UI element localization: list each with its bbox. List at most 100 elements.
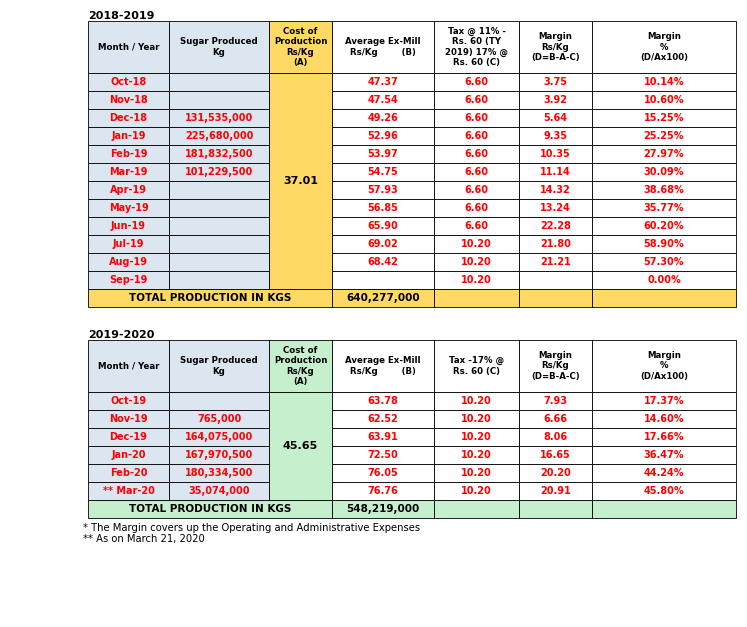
Text: 68.42: 68.42 (368, 257, 398, 267)
Bar (592, 428, 736, 446)
Bar (332, 446, 434, 464)
Text: 765,000: 765,000 (197, 414, 241, 424)
Bar (88, 289, 332, 307)
Text: Month / Year: Month / Year (98, 362, 159, 371)
Text: Tax @ 11% -
Rs. 60 (TY
2019) 17% @
Rs. 60 (C): Tax @ 11% - Rs. 60 (TY 2019) 17% @ Rs. 6… (445, 27, 508, 67)
Text: 10.20: 10.20 (461, 432, 492, 442)
Text: 47.54: 47.54 (368, 95, 398, 105)
Bar (519, 235, 592, 253)
Text: 27.97%: 27.97% (644, 149, 684, 159)
Bar (519, 253, 592, 271)
Bar (434, 217, 519, 235)
Bar (169, 199, 269, 217)
Bar (88, 109, 169, 127)
Bar (332, 482, 434, 500)
Text: 17.37%: 17.37% (644, 396, 684, 406)
Text: 22.28: 22.28 (540, 221, 571, 231)
Text: 10.20: 10.20 (461, 396, 492, 406)
Bar (332, 217, 434, 235)
Bar (332, 392, 434, 410)
Bar (169, 21, 269, 73)
Bar (519, 271, 592, 289)
Bar (434, 410, 519, 428)
Bar (519, 127, 592, 145)
Bar (88, 163, 169, 181)
Bar (88, 73, 169, 91)
Text: Aug-19: Aug-19 (109, 257, 148, 267)
Bar (88, 392, 169, 410)
Bar (332, 289, 434, 307)
Text: 164,075,000: 164,075,000 (185, 432, 253, 442)
Text: 25.25%: 25.25% (644, 131, 684, 141)
Text: Margin
Rs/Kg
(D=B-A-C): Margin Rs/Kg (D=B-A-C) (531, 351, 580, 381)
Bar (88, 446, 169, 464)
Text: Cost of
Production
Rs/Kg
(A): Cost of Production Rs/Kg (A) (274, 346, 327, 386)
Text: 76.05: 76.05 (368, 468, 398, 478)
Text: 72.50: 72.50 (368, 450, 398, 460)
Text: 76.76: 76.76 (368, 486, 398, 496)
Text: 30.09%: 30.09% (644, 167, 684, 177)
Bar (519, 163, 592, 181)
Bar (332, 145, 434, 163)
Bar (592, 21, 736, 73)
Bar (592, 392, 736, 410)
Text: 6.60: 6.60 (465, 149, 489, 159)
Text: 10.20: 10.20 (461, 486, 492, 496)
Bar (434, 340, 519, 392)
Text: Margin
Rs/Kg
(D=B-A-C): Margin Rs/Kg (D=B-A-C) (531, 32, 580, 62)
Text: Jan-19: Jan-19 (111, 131, 146, 141)
Text: 37.01: 37.01 (283, 176, 318, 186)
Bar (88, 91, 169, 109)
Bar (519, 410, 592, 428)
Text: 6.60: 6.60 (465, 131, 489, 141)
Bar (169, 253, 269, 271)
Text: Jul-19: Jul-19 (113, 239, 144, 249)
Bar (519, 217, 592, 235)
Text: 10.20: 10.20 (461, 257, 492, 267)
Text: 52.96: 52.96 (368, 131, 398, 141)
Bar (332, 109, 434, 127)
Bar (592, 500, 736, 518)
Text: 6.60: 6.60 (465, 113, 489, 123)
Bar (519, 109, 592, 127)
Text: Jan-20: Jan-20 (111, 450, 146, 460)
Bar (434, 253, 519, 271)
Text: 6.60: 6.60 (465, 203, 489, 213)
Text: 6.60: 6.60 (465, 167, 489, 177)
Text: 6.60: 6.60 (465, 77, 489, 87)
Text: 10.14%: 10.14% (644, 77, 684, 87)
Bar (519, 392, 592, 410)
Bar (519, 428, 592, 446)
Bar (169, 464, 269, 482)
Text: 65.90: 65.90 (368, 221, 398, 231)
Bar (434, 181, 519, 199)
Text: 6.60: 6.60 (465, 185, 489, 195)
Text: 10.20: 10.20 (461, 414, 492, 424)
Text: 63.78: 63.78 (368, 396, 398, 406)
Bar (519, 73, 592, 91)
Bar (88, 410, 169, 428)
Text: TOTAL PRODUCTION IN KGS: TOTAL PRODUCTION IN KGS (128, 293, 291, 303)
Bar (434, 73, 519, 91)
Text: 38.68%: 38.68% (644, 185, 684, 195)
Text: 225,680,000: 225,680,000 (185, 131, 253, 141)
Text: 3.92: 3.92 (544, 95, 568, 105)
Text: Apr-19: Apr-19 (110, 185, 147, 195)
Text: Nov-18: Nov-18 (109, 95, 148, 105)
Bar (332, 500, 434, 518)
Bar (88, 217, 169, 235)
Bar (88, 482, 169, 500)
Bar (592, 410, 736, 428)
Text: 36.47%: 36.47% (644, 450, 684, 460)
Text: 2019-2020: 2019-2020 (88, 330, 155, 340)
Text: 640,277,000: 640,277,000 (346, 293, 420, 303)
Bar (592, 340, 736, 392)
Text: 548,219,000: 548,219,000 (347, 504, 420, 514)
Text: Jun-19: Jun-19 (111, 221, 146, 231)
Bar (88, 199, 169, 217)
Bar (519, 181, 592, 199)
Text: 56.85: 56.85 (368, 203, 398, 213)
Bar (434, 127, 519, 145)
Text: Margin
%
(D/Ax100): Margin % (D/Ax100) (640, 351, 688, 381)
Text: Mar-19: Mar-19 (109, 167, 148, 177)
